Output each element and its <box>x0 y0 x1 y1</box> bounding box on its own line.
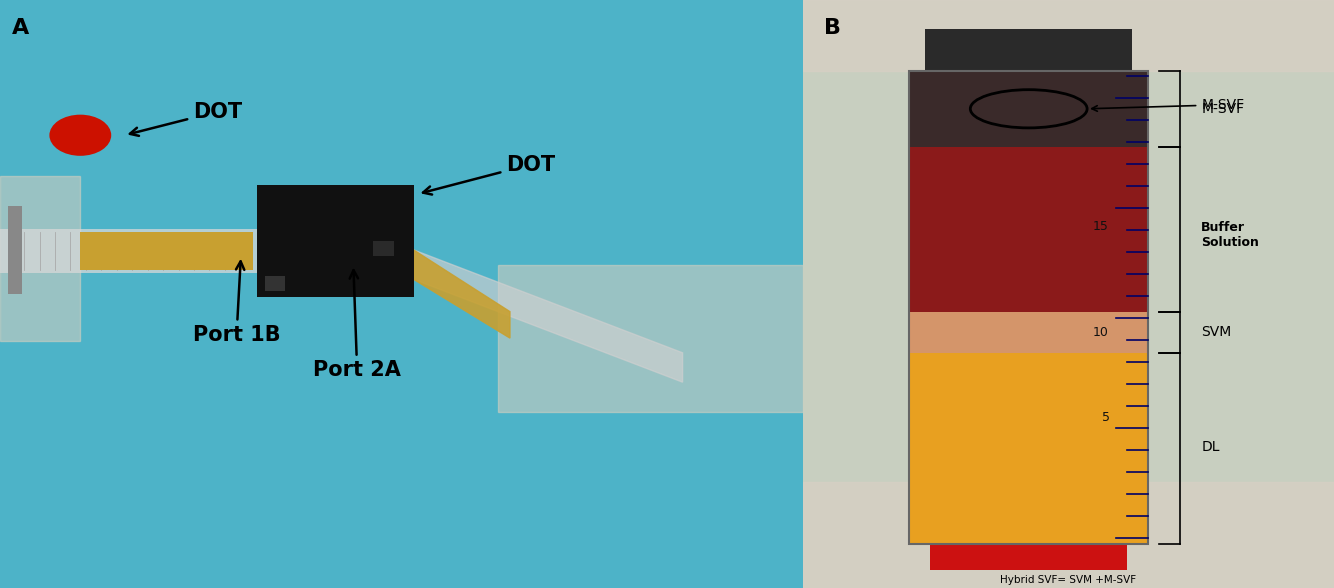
Bar <box>0 229 257 273</box>
Polygon shape <box>803 482 1334 588</box>
Bar <box>910 353 1149 544</box>
Polygon shape <box>0 176 80 341</box>
Text: DOT: DOT <box>423 155 555 195</box>
Text: Port 1B: Port 1B <box>192 261 280 345</box>
Bar <box>257 185 414 297</box>
Text: A: A <box>12 18 29 38</box>
Bar <box>910 312 1149 353</box>
Text: 5: 5 <box>1102 411 1110 424</box>
Text: M-SVF: M-SVF <box>1201 102 1245 116</box>
Polygon shape <box>414 250 510 338</box>
Polygon shape <box>803 0 1334 71</box>
Text: M-SVF: M-SVF <box>1091 98 1245 112</box>
Bar <box>931 544 1127 570</box>
Text: SVM: SVM <box>1201 325 1231 339</box>
Text: Buffer
Solution: Buffer Solution <box>1201 221 1259 249</box>
Bar <box>926 29 1133 71</box>
Polygon shape <box>498 265 803 412</box>
Bar <box>80 232 253 270</box>
Polygon shape <box>414 250 683 382</box>
Bar <box>910 147 1149 312</box>
Text: DOT: DOT <box>129 102 241 136</box>
Text: Hybrid SVF= SVM +M-SVF: Hybrid SVF= SVM +M-SVF <box>1000 575 1137 585</box>
Bar <box>8 206 23 294</box>
Bar <box>374 241 394 256</box>
Ellipse shape <box>49 115 111 156</box>
Text: Port 2A: Port 2A <box>313 270 402 380</box>
Bar <box>910 71 1149 147</box>
Text: DL: DL <box>1201 440 1219 454</box>
Bar <box>910 71 1149 544</box>
Text: B: B <box>824 18 842 38</box>
Bar <box>265 276 285 291</box>
Text: 10: 10 <box>1093 326 1109 339</box>
Text: 15: 15 <box>1093 220 1109 233</box>
